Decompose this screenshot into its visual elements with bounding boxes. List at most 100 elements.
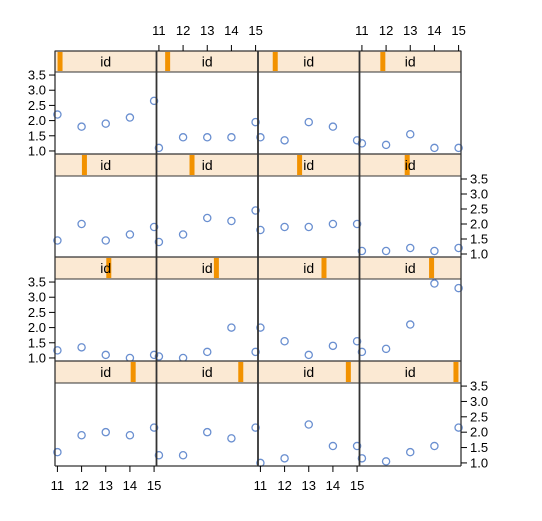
strip-label: id [100,364,111,380]
data-point [381,246,391,256]
data-point [280,222,289,232]
strip-background [359,361,461,383]
x-tick-label: 13 [200,23,214,38]
panel-1-4: id [357,50,463,153]
y-tick-label: 2.5 [470,202,488,217]
x-tick-label: 13 [403,23,417,38]
strip-label: id [202,260,213,276]
strip-label: id [100,260,111,276]
y-axis-right-row2: 1.01.52.02.53.03.5 [461,172,488,262]
strip-label: id [303,157,314,173]
strip-label: id [100,54,111,70]
data-point [202,133,212,142]
strip-label: id [405,54,416,70]
data-point [304,420,313,429]
x-tick-label: 14 [326,478,340,493]
data-point [53,346,62,355]
data-point [125,113,135,122]
data-point [53,447,62,457]
data-point [454,143,463,153]
strip-background [258,361,360,383]
panel-2-1: id [53,153,159,245]
data-point [454,423,463,432]
strip-level-marker [404,155,410,175]
x-axis-bottom-col3: 11 12 13 14 15 [254,466,364,493]
data-point [328,219,338,229]
strip-level-marker [81,155,87,175]
data-point [227,434,236,443]
panel-3-1: id [53,256,159,363]
strip-label: id [405,260,416,276]
data-point [381,457,391,466]
x-tick-label: 15 [451,23,465,38]
panel-4-2: id [154,360,260,460]
data-point [280,337,289,346]
strip-background [156,154,258,176]
strip-background [55,51,157,72]
strip-level-marker [429,258,435,278]
data-point [149,423,159,432]
y-tick-label: 2.5 [470,409,488,424]
panel-4-4: id [357,360,463,466]
y-tick-label: 1.5 [470,232,488,247]
x-tick-label: 15 [147,478,161,493]
data-point [405,447,415,457]
y-tick-label: 3.5 [28,68,46,83]
data-point [328,441,338,451]
strip-label: id [303,364,314,380]
strip-level-marker [345,362,351,382]
data-point [77,431,86,440]
x-tick-label: 12 [379,23,393,38]
panel-4-1: id [53,360,159,457]
x-tick-label: 14 [224,23,238,38]
data-point [280,136,289,145]
data-point [251,423,260,432]
y-tick-label: 1.0 [470,455,488,470]
data-point [202,347,212,357]
strip-level-marker [106,258,112,278]
data-point [280,454,289,463]
data-point [256,323,265,332]
data-point [154,450,164,460]
data-point [202,213,212,223]
y-axis-right-row4: 1.01.52.02.53.03.5 [461,379,488,470]
y-tick-label: 3.5 [470,172,488,187]
y-tick-label: 2.0 [470,425,488,440]
y-tick-label: 2.0 [28,113,46,128]
strip-level-marker [297,155,303,175]
strip-background [156,361,258,383]
y-axis-left-row3: 1.01.52.02.53.03.5 [28,275,55,365]
data-point [357,454,367,463]
data-point [430,143,439,153]
strip-level-marker [189,155,195,175]
x-tick-label: 11 [355,23,369,38]
data-point [352,337,362,346]
strip-background [55,154,157,176]
data-point [352,219,362,229]
y-tick-label: 3.0 [28,83,46,98]
strip-background [359,154,461,176]
y-tick-label: 3.0 [28,290,46,305]
strip-level-marker [238,362,244,382]
data-point [101,427,111,437]
y-tick-label: 2.5 [28,98,46,113]
strip-label: id [405,364,416,380]
panel-1-2: id [154,50,260,153]
data-point [149,222,159,232]
data-point [405,320,415,329]
panel-3-4: id [357,256,463,357]
data-point [227,133,236,142]
strip-level-marker [272,52,278,71]
strip-level-marker [213,258,219,278]
data-point [101,119,111,128]
strip-label: id [202,364,213,380]
x-tick-label: 12 [74,478,88,493]
data-point [149,96,159,106]
data-point [381,140,391,150]
strip-background [359,257,461,279]
data-point [53,236,62,245]
panel-1-3: id [256,50,362,145]
data-point [256,133,265,142]
x-tick-label: 11 [152,23,166,38]
data-point [357,246,367,256]
